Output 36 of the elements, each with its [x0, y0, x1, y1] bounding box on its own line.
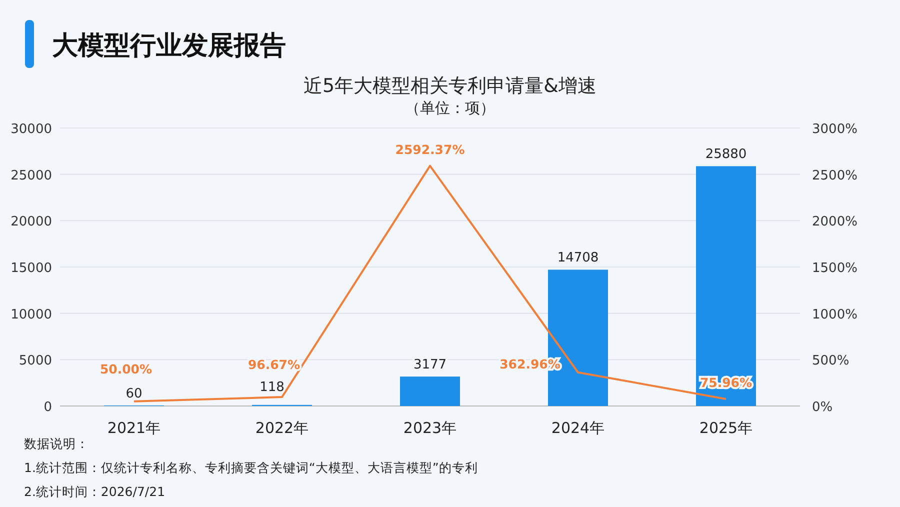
y2-tick-label: 500% — [812, 354, 850, 369]
text: 2.统计时间：2026/7/21 — [24, 484, 166, 499]
y-tick-label: 30000 — [10, 122, 52, 137]
data-label: 96.67% — [248, 357, 300, 372]
data-label: 25880 — [705, 147, 747, 162]
y-tick-label: 25000 — [10, 168, 52, 184]
data-label: 75.96% — [700, 374, 752, 390]
y-tick-label: 15000 — [10, 261, 52, 276]
y2-tick-label: 1500% — [812, 261, 858, 276]
data-label: 2592.37% — [395, 142, 466, 157]
y-tick-label: 20000 — [10, 214, 52, 230]
x-tick-label: 2024年 — [551, 419, 605, 437]
y2-tick-label: 2000% — [812, 214, 858, 230]
x-tick-label: 2022年 — [255, 419, 309, 437]
text: （单位：项） — [405, 99, 495, 117]
y2-tick-label: 0% — [812, 400, 833, 415]
text: 1.统计范围：仅统计专利名称、专利摘要含关键词“大模型、大语言模型”的专利 — [24, 460, 478, 475]
chart-subtitle: 近5年大模型相关专利申请量&增速 — [304, 75, 596, 97]
y-tick-label: 5000 — [18, 354, 52, 369]
data-label: 3177 — [413, 358, 447, 373]
x-tick-label: 2025年 — [699, 419, 753, 437]
y-tick-label: 10000 — [10, 307, 52, 322]
y2-tick-label: 1000% — [812, 307, 858, 322]
text: 数据说明： — [24, 436, 89, 451]
data-label: 14708 — [557, 250, 599, 266]
x-tick-label: 2021年 — [107, 419, 161, 437]
chart-title: 大模型行业发展报告 — [52, 31, 286, 61]
y2-tick-label: 2500% — [812, 168, 858, 184]
x-tick-label: 2023年 — [403, 419, 457, 437]
y2-tick-label: 3000% — [812, 122, 858, 137]
data-label: 50.00% — [100, 361, 152, 376]
bar — [696, 166, 756, 406]
data-label: 60 — [126, 386, 142, 402]
bar — [400, 376, 460, 406]
data-label: 118 — [260, 380, 284, 395]
y-tick-label: 0 — [44, 400, 52, 415]
